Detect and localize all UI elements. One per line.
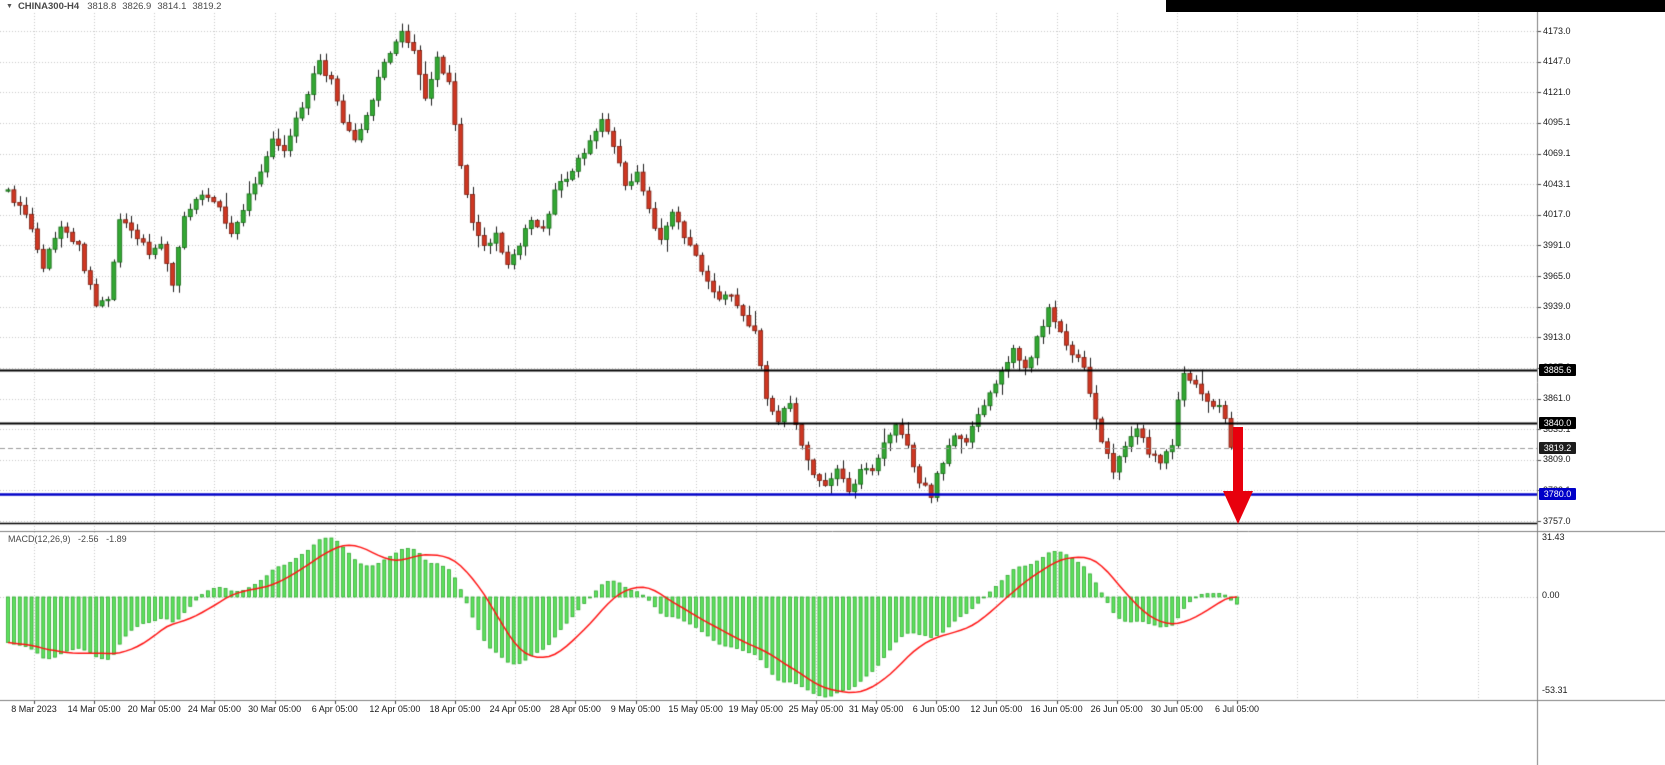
time-axis[interactable]: 8 Mar 2023 14 Mar 05:00 20 Mar 05:00 24 Mar… (0, 703, 1537, 719)
time-axis-label: 31 May 05:00 (848, 704, 904, 714)
price-axis-tick: 3913.0 (1543, 331, 1571, 342)
time-axis-label: 15 May 05:00 (668, 704, 723, 714)
time-axis-label: 6 Jun 05:00 (912, 704, 960, 714)
time-axis-label: 9 May 05:00 (610, 704, 661, 714)
macd-indicator-label: MACD(12,26,9) -2.56 -1.89 (8, 534, 132, 544)
time-axis-label: 14 Mar 05:00 (67, 704, 121, 714)
price-axis-tick: 4017.0 (1543, 209, 1571, 220)
macd-scale-zero: 0.00 (1542, 590, 1560, 600)
time-axis-label: 8 Mar 2023 (11, 704, 57, 714)
time-axis-label: 6 Apr 05:00 (311, 704, 358, 714)
macd-scale-min: -53.31 (1542, 685, 1568, 695)
price-axis-tick: 4043.1 (1543, 178, 1571, 189)
time-axis-label: 16 Jun 05:00 (1030, 704, 1083, 714)
down-arrow-shape (1223, 427, 1253, 524)
price-axis-tick: 3861.0 (1543, 393, 1571, 403)
ohlc-close: 3819.2 (192, 1, 222, 12)
price-line-tag[interactable]: 3780.0 (1539, 487, 1576, 500)
time-axis-label: 28 Apr 05:00 (549, 704, 601, 714)
macd-scale-max: 31.43 (1542, 532, 1565, 542)
price-axis-tick: 4173.0 (1543, 25, 1571, 36)
macd-signal-value: -1.89 (106, 534, 127, 544)
price-line-tag[interactable]: 3840.0 (1539, 417, 1576, 430)
time-axis-label: 6 Jul 05:00 (1214, 704, 1260, 714)
ohlc-low: 3814.1 (157, 1, 187, 12)
time-axis-label: 24 Apr 05:00 (489, 704, 541, 714)
price-axis[interactable]: 4173.0 4147.0 4121.0 4095.1 4069.1 4043.1 4017… (1538, 12, 1664, 700)
price-axis-tick: 3965.0 (1543, 270, 1571, 281)
time-axis-label: 25 May 05:00 (788, 704, 844, 714)
price-axis-tick: 3939.0 (1543, 301, 1571, 312)
price-axis-tick: 4069.1 (1543, 148, 1571, 158)
ohlc-open: 3818.8 (87, 1, 117, 12)
price-line-tag[interactable]: 3819.2 (1539, 441, 1576, 454)
symbol-name: CHINA300-H4 (17, 1, 80, 12)
time-axis-label: 20 Mar 05:00 (127, 704, 181, 714)
time-axis-label: 26 Jun 05:00 (1090, 704, 1143, 714)
macd-name: MACD(12,26,9) (8, 534, 71, 544)
time-axis-label: 19 May 05:00 (728, 704, 784, 714)
window-top-strip (1166, 0, 1665, 12)
symbol-info[interactable]: ▼ CHINA300-H4 3818.8 3826.9 3814.1 3819.… (6, 1, 227, 12)
price-line-tag[interactable]: 3885.6 (1539, 363, 1576, 376)
time-axis-label: 30 Jun 05:00 (1150, 704, 1203, 714)
time-axis-label: 12 Jun 05:00 (970, 704, 1023, 714)
price-axis-tick: 3991.0 (1543, 239, 1571, 250)
price-axis-tick: 4095.1 (1543, 117, 1571, 128)
time-axis-label: 30 Mar 05:00 (248, 704, 302, 714)
macd-main-value: -2.56 (78, 534, 99, 544)
ohlc-high: 3826.9 (122, 1, 152, 12)
time-axis-label: 24 Mar 05:00 (187, 704, 241, 714)
time-axis-label: 12 Apr 05:00 (369, 704, 421, 714)
down-arrow-annotation[interactable] (1222, 427, 1254, 525)
price-axis-tick: 4121.0 (1543, 86, 1571, 97)
time-axis-label: 18 Apr 05:00 (429, 704, 481, 714)
price-axis-tick: 3809.0 (1543, 454, 1571, 465)
chevron-down-icon[interactable]: ▼ (6, 3, 13, 10)
price-axis-tick: 3757.0 (1543, 515, 1571, 526)
price-axis-tick: 4147.0 (1543, 56, 1571, 67)
